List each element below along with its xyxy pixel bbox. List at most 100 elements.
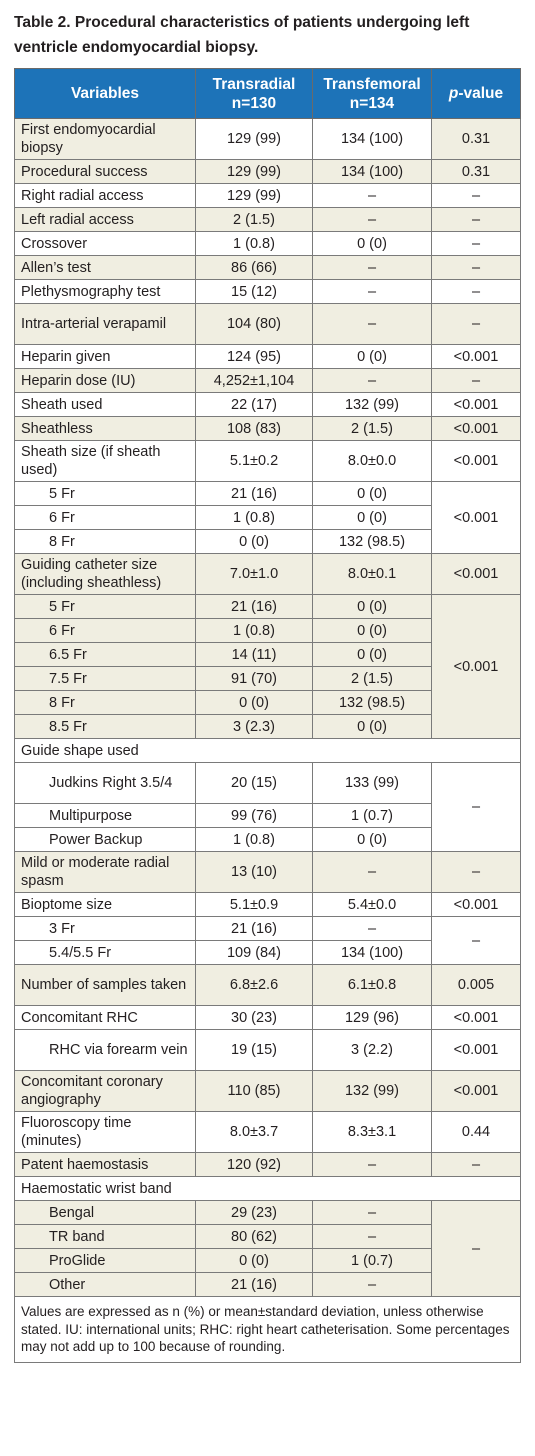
table-row: Sheathless 108 (83) 2 (1.5) <0.001 [14, 416, 521, 441]
transfemoral-value: 0 (0) [312, 481, 432, 506]
transradial-value: 99 (76) [195, 803, 313, 828]
p-value: – [431, 183, 521, 208]
transradial-value: 20 (15) [195, 762, 313, 804]
row-label: Intra-arterial verapamil [14, 303, 196, 345]
caption-line-1: Table 2. Procedural characteristics of p… [14, 14, 470, 31]
transradial-value: 129 (99) [195, 159, 313, 184]
row-label: Sheath size (if sheath used) [14, 440, 196, 482]
transradial-value: 0 (0) [195, 690, 313, 715]
table-footnote: Values are expressed as n (%) or mean±st… [14, 1296, 521, 1363]
p-value: – [431, 1152, 521, 1177]
table-row: Haemostatic wrist band [14, 1176, 521, 1201]
row-label: Other [14, 1272, 196, 1297]
transfemoral-value: 0 (0) [312, 642, 432, 667]
row-label: Plethysmography test [14, 279, 196, 304]
transradial-value: 129 (99) [195, 118, 313, 160]
row-label: Concomitant RHC [14, 1005, 196, 1030]
transradial-value: 29 (23) [195, 1200, 313, 1225]
p-value: – [431, 207, 521, 232]
p-value: <0.001 [431, 892, 521, 917]
table-row: Bengal 29 (23) – – [14, 1200, 521, 1297]
table-row: Mild or moderate radial spasm 13 (10) – … [14, 851, 521, 893]
transradial-value: 109 (84) [195, 940, 313, 965]
transradial-value: 21 (16) [195, 1272, 313, 1297]
header-variables: Variables [14, 68, 196, 119]
p-value: 0.44 [431, 1111, 521, 1153]
transfemoral-value: 133 (99) [312, 762, 432, 804]
row-label: 8 Fr [14, 690, 196, 715]
transradial-value: 2 (1.5) [195, 207, 313, 232]
transradial-value: 6.8±2.6 [195, 964, 313, 1006]
transradial-value: 1 (0.8) [195, 618, 313, 643]
row-label: ProGlide [14, 1248, 196, 1273]
transradial-value: 4,252±1,104 [195, 368, 313, 393]
table-row: Judkins Right 3.5/4 20 (15) 133 (99) – [14, 762, 521, 852]
table-row: Left radial access 2 (1.5) – – [14, 207, 521, 232]
transfemoral-value: – [312, 1200, 432, 1225]
row-label: Haemostatic wrist band [14, 1176, 521, 1201]
transradial-value: 120 (92) [195, 1152, 313, 1177]
p-value: 0.31 [431, 118, 521, 160]
row-label: Heparin given [14, 344, 196, 369]
table-row: 5 Fr 21 (16) 0 (0) <0.001 [14, 594, 521, 739]
p-value: <0.001 [431, 553, 521, 595]
transfemoral-value: – [312, 1272, 432, 1297]
table-row: 5 Fr 21 (16) 0 (0) <0.001 [14, 481, 521, 554]
row-label: Judkins Right 3.5/4 [14, 762, 196, 804]
p-value: – [431, 279, 521, 304]
row-label: Concomitant coronary angiography [14, 1070, 196, 1112]
table-row: First endomyocardial biopsy 129 (99) 134… [14, 118, 521, 160]
transradial-value: 0 (0) [195, 1248, 313, 1273]
transfemoral-value: 8.0±0.1 [312, 553, 432, 595]
row-label: 7.5 Fr [14, 666, 196, 691]
transradial-value: 21 (16) [195, 916, 313, 941]
table-row: Intra-arterial verapamil 104 (80) – – [14, 303, 521, 345]
transfemoral-value: 2 (1.5) [312, 416, 432, 441]
transfemoral-value: 0 (0) [312, 505, 432, 530]
transradial-value: 21 (16) [195, 594, 313, 619]
transfemoral-value: – [312, 207, 432, 232]
row-label: Crossover [14, 231, 196, 256]
row-label: 5 Fr [14, 481, 196, 506]
table-row: Right radial access 129 (99) – – [14, 183, 521, 208]
table-row: Sheath used 22 (17) 132 (99) <0.001 [14, 392, 521, 417]
transfemoral-value: 5.4±0.0 [312, 892, 432, 917]
transradial-value: 108 (83) [195, 416, 313, 441]
row-label: Guide shape used [14, 738, 521, 763]
table-row: Guide shape used [14, 738, 521, 763]
p-value: – [431, 368, 521, 393]
row-label: Allen’s test [14, 255, 196, 280]
transfemoral-value: 134 (100) [312, 159, 432, 184]
row-label: Sheath used [14, 392, 196, 417]
table-row: Crossover 1 (0.8) 0 (0) – [14, 231, 521, 256]
row-label: TR band [14, 1224, 196, 1249]
transfemoral-value: 1 (0.7) [312, 1248, 432, 1273]
table-row: Heparin dose (IU) 4,252±1,104 – – [14, 368, 521, 393]
transfemoral-value: 0 (0) [312, 231, 432, 256]
transfemoral-value: – [312, 368, 432, 393]
table-caption: Table 2. Procedural characteristics of p… [14, 10, 524, 60]
transradial-value: 22 (17) [195, 392, 313, 417]
row-label: 3 Fr [14, 916, 196, 941]
row-label: Multipurpose [14, 803, 196, 828]
row-label: Guiding catheter size (including sheathl… [14, 553, 196, 595]
row-label: Right radial access [14, 183, 196, 208]
transfemoral-value: 0 (0) [312, 714, 432, 739]
p-value-merged: – [431, 916, 521, 965]
p-value: 0.31 [431, 159, 521, 184]
table-row: ProGlide 0 (0) 1 (0.7) [14, 1248, 521, 1273]
p-value: – [431, 231, 521, 256]
p-value: – [431, 851, 521, 893]
transfemoral-value: – [312, 255, 432, 280]
transfemoral-value: 0 (0) [312, 618, 432, 643]
row-label: Number of samples taken [14, 964, 196, 1006]
p-value: 0.005 [431, 964, 521, 1006]
row-label: Sheathless [14, 416, 196, 441]
table-row: 3 Fr 21 (16) – – [14, 916, 521, 965]
transradial-value: 21 (16) [195, 481, 313, 506]
row-label: Mild or moderate radial spasm [14, 851, 196, 893]
p-value: – [431, 255, 521, 280]
transradial-value: 14 (11) [195, 642, 313, 667]
transradial-value: 86 (66) [195, 255, 313, 280]
transradial-value: 5.1±0.2 [195, 440, 313, 482]
